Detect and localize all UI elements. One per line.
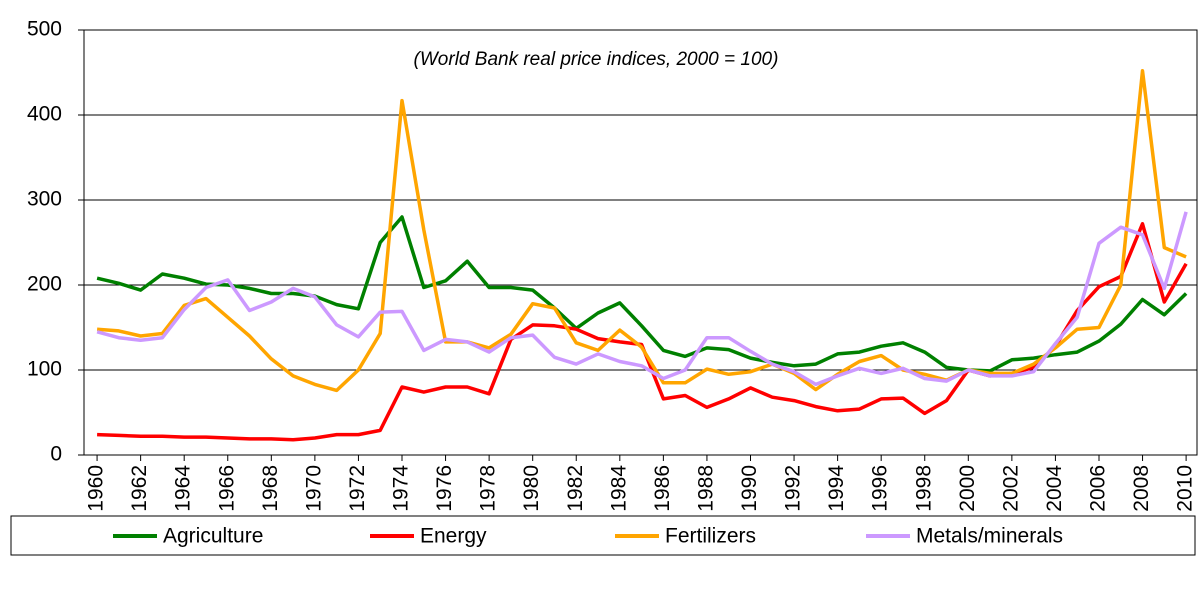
plot-frame bbox=[83, 29, 1198, 456]
y-tick-label: 500 bbox=[27, 18, 62, 41]
x-tick-label: 1998 bbox=[912, 465, 935, 512]
x-tick-label: 1988 bbox=[694, 465, 717, 512]
x-tick-label: 2010 bbox=[1174, 465, 1197, 512]
x-tick-label: 1986 bbox=[651, 465, 674, 512]
x-tick-label: 2004 bbox=[1043, 465, 1066, 512]
series-line bbox=[96, 215, 1188, 373]
x-tick-label: 1984 bbox=[607, 465, 630, 512]
x-tick-label: 1962 bbox=[128, 465, 151, 512]
x-tick-label: 1964 bbox=[172, 465, 195, 512]
x-tick-label: 1990 bbox=[738, 465, 761, 512]
x-tick-label: 2006 bbox=[1087, 465, 1110, 512]
legend-label: Energy bbox=[420, 525, 487, 548]
x-tick-label: 1968 bbox=[259, 465, 282, 512]
legend-box bbox=[10, 515, 1196, 556]
x-tick-label: 2000 bbox=[956, 465, 979, 512]
y-tick-label: 200 bbox=[27, 273, 62, 296]
x-tick-label: 2008 bbox=[1130, 465, 1153, 512]
x-tick-label: 2002 bbox=[999, 465, 1022, 512]
series-line bbox=[97, 222, 1188, 442]
x-tick-label: 1996 bbox=[869, 465, 892, 512]
x-tick-label: 1980 bbox=[520, 465, 543, 512]
legend-label: Agriculture bbox=[163, 525, 263, 548]
x-tick-label: 1992 bbox=[782, 465, 805, 512]
x-tick-label: 1970 bbox=[302, 465, 325, 512]
y-tick-label: 100 bbox=[27, 358, 62, 381]
y-tick-label: 0 bbox=[50, 443, 62, 466]
legend-label: Metals/minerals bbox=[916, 525, 1063, 548]
x-tick-label: 1960 bbox=[85, 465, 108, 512]
x-tick-label: 1982 bbox=[564, 465, 587, 512]
series-line bbox=[96, 211, 1188, 387]
x-tick-label: 1976 bbox=[433, 465, 456, 512]
y-tick-label: 300 bbox=[27, 188, 62, 211]
chart-subtitle: (World Bank real price indices, 2000 = 1… bbox=[414, 49, 779, 70]
x-tick-label: 1974 bbox=[390, 465, 413, 512]
x-tick-label: 1994 bbox=[825, 465, 848, 512]
x-tick-label: 1978 bbox=[477, 465, 500, 512]
x-tick-label: 1966 bbox=[215, 465, 238, 512]
series-line bbox=[96, 69, 1187, 393]
legend-label: Fertilizers bbox=[665, 525, 756, 548]
x-tick-label: 1972 bbox=[346, 465, 369, 512]
y-tick-label: 400 bbox=[27, 103, 62, 126]
